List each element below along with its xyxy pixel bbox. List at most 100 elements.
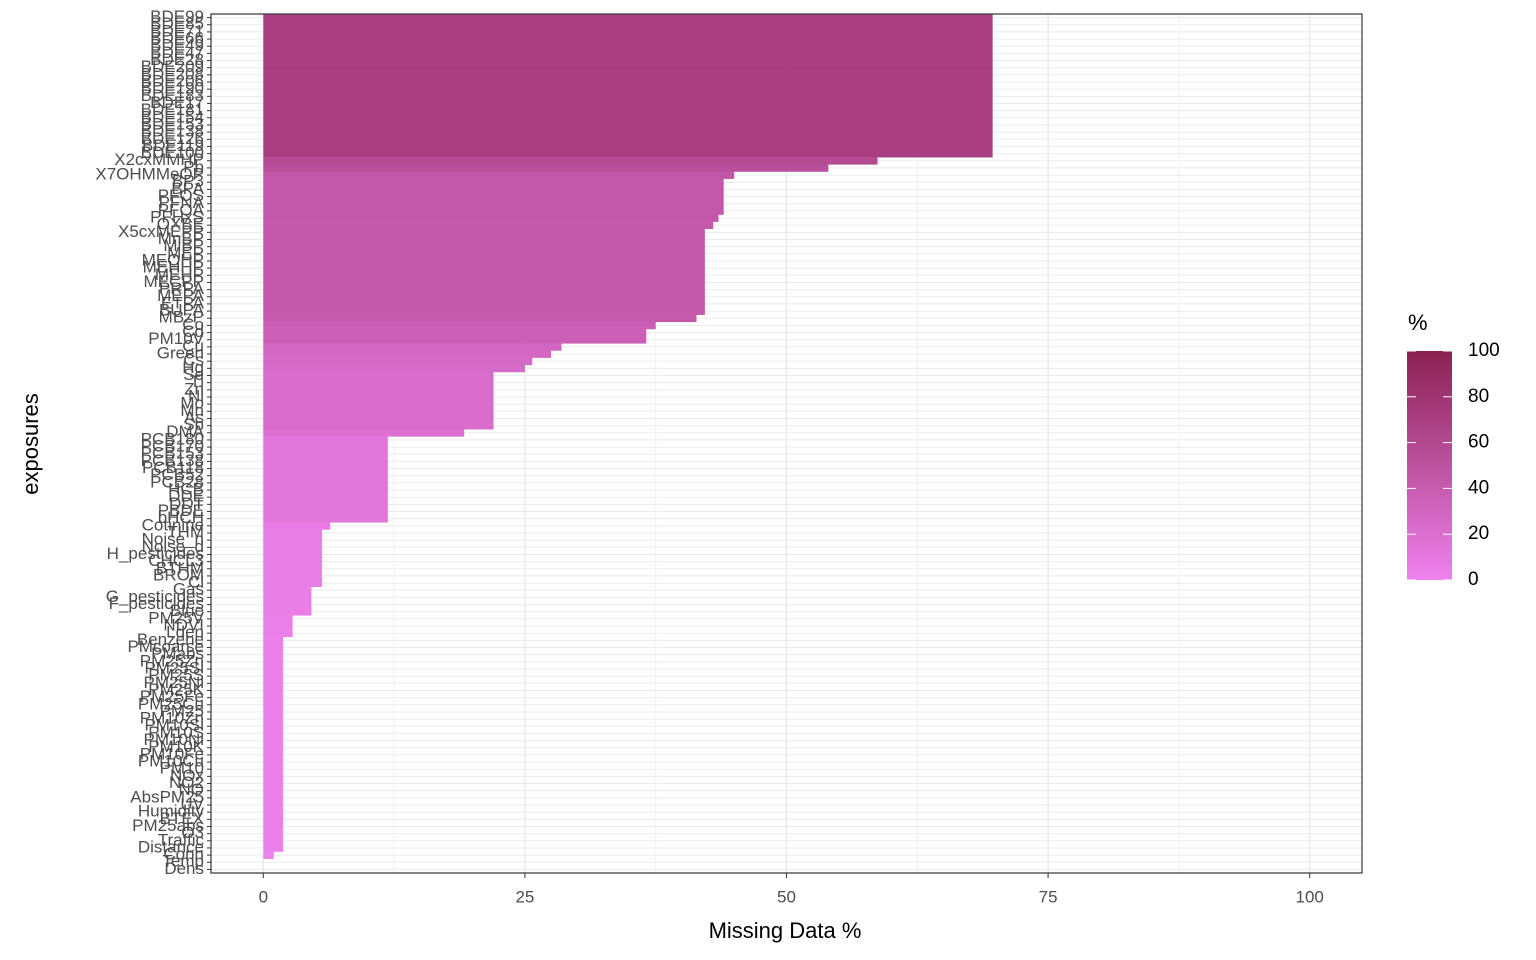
y-tick-label: PM25 bbox=[160, 701, 204, 720]
y-tick-label: PFOS bbox=[158, 186, 204, 205]
y-tick-label: NDVI bbox=[163, 616, 204, 635]
y-tick-label: X7OHMMeOP bbox=[95, 165, 204, 184]
bar bbox=[263, 722, 284, 731]
bar bbox=[263, 529, 322, 537]
y-tick-label: Distance bbox=[138, 837, 204, 856]
y-tick-label: BDE119 bbox=[142, 136, 204, 155]
y-tick-label: PCB52 bbox=[150, 465, 204, 484]
bar bbox=[263, 286, 705, 294]
bar bbox=[263, 643, 284, 652]
y-tick-label: Se bbox=[183, 365, 204, 384]
bar bbox=[263, 56, 993, 65]
bar bbox=[263, 228, 705, 237]
y-tick-label: Mn bbox=[180, 401, 204, 420]
bar bbox=[263, 321, 656, 330]
bar bbox=[263, 794, 284, 802]
y-tick-label: Green bbox=[157, 344, 204, 363]
y-tick-label: BDE153 bbox=[141, 114, 204, 133]
bar bbox=[263, 307, 705, 315]
legend-tick-label: 60 bbox=[1468, 432, 1489, 453]
bar bbox=[263, 729, 284, 738]
y-tick-label: NO2 bbox=[169, 773, 204, 792]
y-tick-label: Noise_d bbox=[142, 537, 204, 556]
bar bbox=[263, 28, 993, 36]
bar bbox=[263, 758, 284, 766]
bar bbox=[263, 536, 322, 545]
y-tick-label: BUPA bbox=[159, 301, 205, 320]
bar bbox=[263, 515, 388, 523]
bar bbox=[263, 49, 993, 58]
y-tick-label: BDE209 bbox=[141, 57, 204, 76]
y-tick-label: BDE99 bbox=[150, 7, 204, 26]
bar bbox=[263, 171, 735, 179]
bar bbox=[263, 815, 284, 824]
bar bbox=[263, 558, 322, 566]
y-tick-label: DDT bbox=[169, 494, 204, 513]
bar bbox=[263, 443, 388, 451]
bar bbox=[263, 436, 388, 444]
legend-tick-label: 0 bbox=[1468, 569, 1479, 590]
y-tick-label: BDE183 bbox=[141, 86, 204, 105]
bar bbox=[263, 672, 284, 681]
y-tick-label: MEOHP bbox=[142, 250, 204, 269]
bar bbox=[263, 787, 284, 795]
bar bbox=[263, 243, 705, 251]
y-tick-label: NO bbox=[179, 780, 205, 799]
y-tick-label: PMabs bbox=[151, 644, 204, 663]
bar bbox=[263, 472, 388, 480]
y-tick-label: Dens bbox=[164, 859, 204, 878]
y-tick-label: ETPA bbox=[161, 293, 205, 312]
bar bbox=[263, 851, 274, 859]
legend-tick-label: 100 bbox=[1468, 340, 1500, 361]
y-tick-label: Cs bbox=[183, 351, 204, 370]
y-tick-label: O3 bbox=[181, 823, 204, 842]
x-tick-label: 0 bbox=[259, 887, 268, 906]
bar bbox=[263, 78, 993, 86]
legend-tick-label: 80 bbox=[1468, 386, 1489, 407]
bar bbox=[263, 264, 705, 272]
bar bbox=[263, 386, 494, 394]
bar bbox=[263, 178, 724, 187]
bar bbox=[263, 414, 494, 423]
bar bbox=[263, 336, 647, 344]
bar bbox=[263, 85, 993, 94]
bar bbox=[263, 393, 494, 401]
y-tick-label: Hg bbox=[182, 358, 204, 377]
y-tick-label: PBDE bbox=[158, 501, 204, 520]
bar bbox=[263, 493, 388, 502]
y-tick-label: DDE bbox=[168, 487, 204, 506]
y-tick-label: X2cxMMHP bbox=[114, 150, 204, 169]
y-tick-label: UV bbox=[180, 794, 204, 813]
bar bbox=[263, 694, 284, 702]
bar bbox=[263, 822, 284, 831]
bar bbox=[263, 157, 878, 165]
bar bbox=[263, 615, 293, 623]
y-tick-label: PFHxS bbox=[150, 207, 204, 226]
bar bbox=[263, 651, 284, 659]
y-tick-label: PM25S bbox=[148, 666, 204, 685]
bar bbox=[263, 371, 494, 380]
y-tick-label: PM25Si bbox=[144, 658, 204, 677]
y-tick-label: PM10Si bbox=[144, 716, 204, 735]
y-tick-label: Cotinine bbox=[142, 515, 204, 534]
bar bbox=[263, 135, 993, 144]
y-tick-label: OXBE bbox=[157, 215, 204, 234]
y-tick-label: Pb bbox=[183, 157, 204, 176]
bar bbox=[263, 107, 993, 115]
legend-tick-label: 20 bbox=[1468, 523, 1489, 544]
bar bbox=[263, 357, 533, 366]
y-tick-label: BDE85 bbox=[150, 14, 204, 33]
bar bbox=[263, 271, 705, 280]
bar bbox=[263, 708, 284, 716]
bar bbox=[263, 293, 705, 301]
y-tick-label: PFNA bbox=[159, 193, 205, 212]
bar bbox=[263, 429, 465, 437]
y-tick-label: MEP bbox=[167, 243, 204, 262]
y-tick-label: MECPP bbox=[144, 272, 204, 291]
y-tick-label: BDE100 bbox=[141, 143, 204, 162]
y-tick-label: BTEX bbox=[160, 809, 204, 828]
y-tick-label: X5cxMEPP bbox=[118, 222, 204, 241]
y-tick-label: PM25V bbox=[148, 608, 204, 627]
x-tick-label: 100 bbox=[1295, 887, 1323, 906]
